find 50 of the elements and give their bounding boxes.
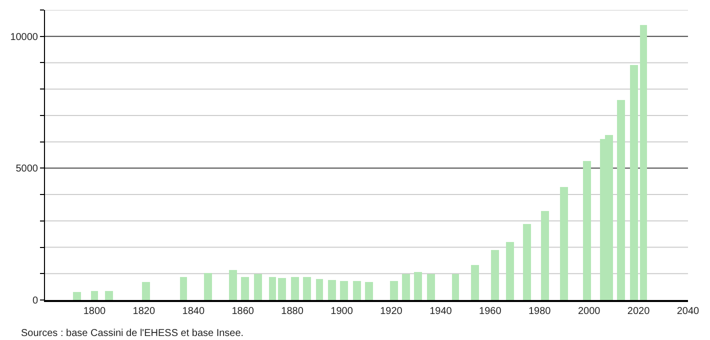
bar xyxy=(560,187,568,300)
x-tick-label: 1860 xyxy=(232,306,254,317)
bar xyxy=(427,274,435,300)
x-tick-label: 2020 xyxy=(627,306,650,317)
bar xyxy=(91,291,98,300)
x-tick-label: 1840 xyxy=(182,306,205,317)
bar xyxy=(180,277,187,300)
bar xyxy=(390,281,398,300)
x-tick-label: 1980 xyxy=(528,306,552,317)
bar xyxy=(254,274,262,300)
bar xyxy=(278,278,286,300)
bar xyxy=(291,277,299,300)
bar xyxy=(229,270,237,300)
x-tick-label: 1880 xyxy=(281,306,304,317)
bar xyxy=(340,281,348,300)
bar xyxy=(316,279,323,300)
bar xyxy=(523,224,531,300)
bar xyxy=(640,25,647,300)
bar xyxy=(506,242,514,300)
bar xyxy=(471,265,479,300)
x-tick-label: 1820 xyxy=(132,306,156,317)
bar xyxy=(204,273,212,300)
x-tick-label: 1920 xyxy=(380,306,403,317)
bar xyxy=(353,281,361,300)
bar xyxy=(414,272,422,300)
x-tick-label: 1800 xyxy=(83,306,106,317)
x-tick-label: 2040 xyxy=(676,306,700,317)
bar xyxy=(73,292,81,300)
bar xyxy=(241,277,249,300)
bar xyxy=(583,161,591,300)
y-tick-label: 10000 xyxy=(10,32,38,43)
bar xyxy=(491,250,499,300)
y-tick-label: 0 xyxy=(32,296,38,306)
source-note: Sources : base Cassini de l'EHESS et base Insee. xyxy=(21,328,244,339)
bar xyxy=(269,277,276,300)
bar xyxy=(617,100,625,300)
bar xyxy=(303,277,311,300)
bar xyxy=(365,282,373,300)
x-tick-label: 1900 xyxy=(330,306,354,317)
bar xyxy=(452,274,459,300)
bar xyxy=(630,65,638,300)
y-tick-label: 5000 xyxy=(16,164,38,175)
x-tick-label: 2000 xyxy=(578,306,601,317)
bar xyxy=(105,291,113,300)
bar xyxy=(402,274,410,300)
bar xyxy=(142,282,150,300)
bar xyxy=(541,211,549,300)
x-tick-label: 1960 xyxy=(479,306,502,317)
x-tick-label: 1940 xyxy=(430,306,452,317)
bar xyxy=(328,280,336,300)
